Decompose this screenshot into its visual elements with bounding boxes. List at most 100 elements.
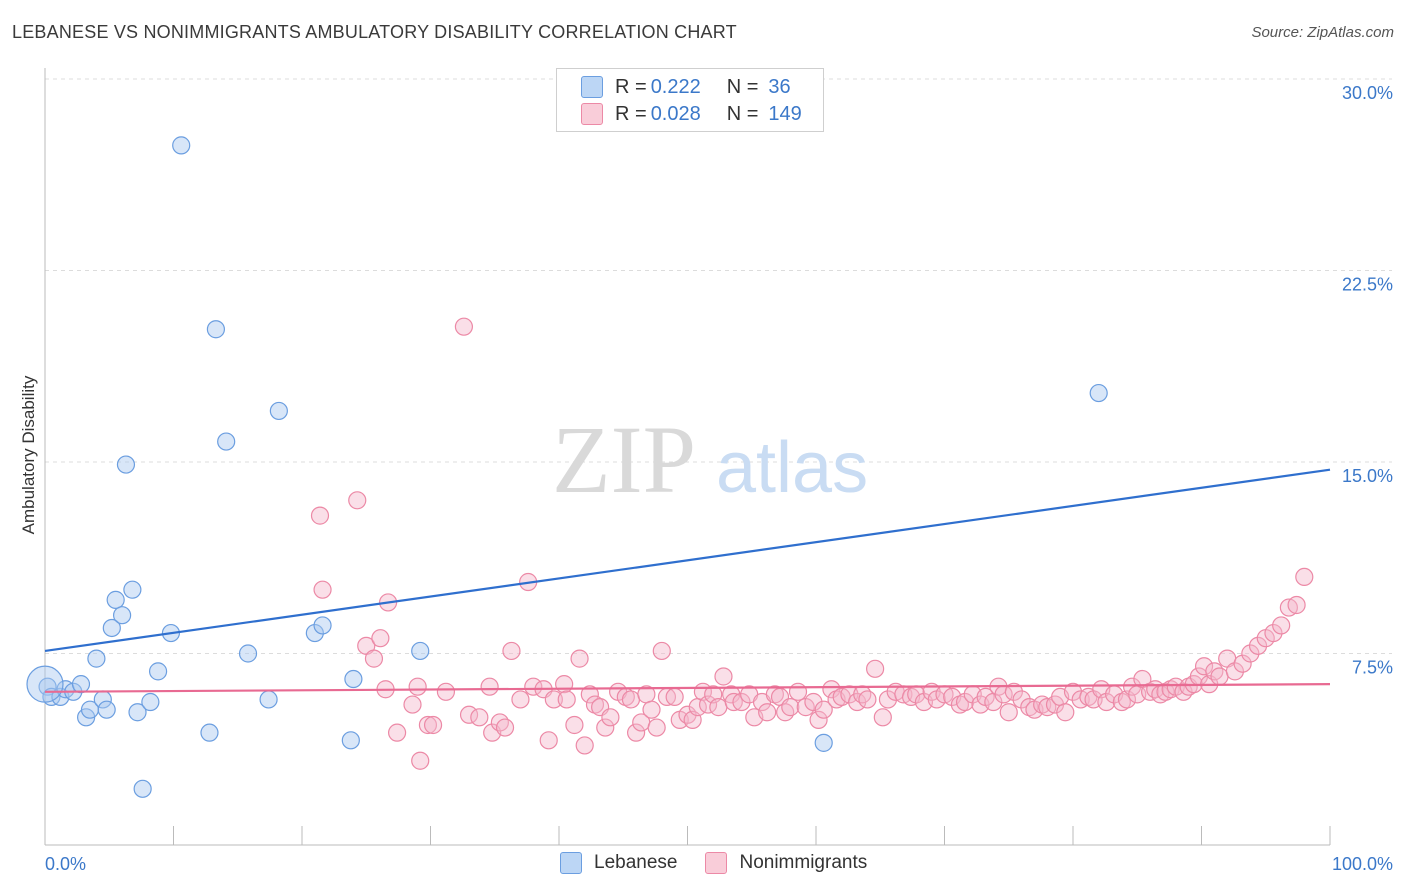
legend-row-lebanese: R = 0.222 N = 36: [581, 75, 791, 99]
legend-swatch-lebanese: [581, 76, 603, 98]
series-label-lebanese: Lebanese: [594, 852, 678, 873]
correlation-legend: R = 0.222 N = 36 R = 0.028 N = 149: [556, 68, 824, 132]
trend-line-lebanese: [44, 468, 1331, 653]
point-lebanese: [106, 590, 125, 609]
source-label: Source: ZipAtlas.com: [1251, 24, 1394, 41]
series-legend-lebanese: Lebanese: [560, 852, 677, 874]
point-nonimmigrants: [714, 667, 733, 686]
point-nonimmigrants: [1194, 657, 1214, 676]
point-lebanese: [269, 401, 288, 421]
point-nonimmigrants: [678, 705, 697, 724]
legend-n-value: 36: [768, 75, 791, 98]
point-nonimmigrants: [1210, 667, 1229, 686]
point-nonimmigrants: [495, 718, 515, 737]
y-tick-label: 7.5%: [1352, 658, 1393, 678]
point-lebanese: [112, 606, 132, 625]
point-nonimmigrants: [665, 687, 684, 707]
point-lebanese: [71, 675, 91, 694]
point-lebanese: [217, 432, 236, 451]
point-nonimmigrants: [348, 491, 367, 510]
point-nonimmigrants: [822, 680, 841, 699]
point-nonimmigrants: [480, 677, 499, 696]
point-lebanese: [116, 455, 136, 474]
point-lebanese: [26, 665, 64, 703]
point-nonimmigrants: [1056, 703, 1075, 722]
point-nonimmigrants: [1272, 616, 1291, 635]
point-nonimmigrants: [840, 685, 859, 704]
point-nonimmigrants: [758, 703, 777, 722]
point-nonimmigrants: [570, 649, 589, 668]
point-lebanese: [128, 703, 147, 722]
point-lebanese: [102, 618, 121, 638]
point-nonimmigrants: [709, 698, 728, 717]
point-lebanese: [141, 692, 160, 712]
point-nonimmigrants: [788, 682, 808, 701]
legend-r-value: 0.028: [650, 102, 701, 125]
point-nonimmigrants: [539, 731, 558, 750]
point-lebanese: [133, 779, 152, 798]
watermark: ZIP atlas: [552, 406, 868, 513]
legend-swatch-nonimmigrants: [581, 103, 603, 125]
point-nonimmigrants: [1004, 682, 1023, 701]
point-nonimmigrants: [724, 692, 743, 712]
point-nonimmigrants: [765, 685, 784, 704]
point-nonimmigrants: [652, 641, 671, 661]
point-nonimmigrants: [490, 713, 509, 732]
x-tick-label: 100.0%: [1332, 854, 1393, 874]
point-lebanese: [97, 700, 116, 719]
point-nonimmigrants: [1205, 662, 1224, 681]
point-lebanese: [1089, 383, 1108, 403]
point-lebanese: [411, 641, 430, 661]
point-lebanese: [172, 136, 191, 155]
point-nonimmigrants: [565, 715, 584, 735]
point-nonimmigrants: [1097, 692, 1116, 712]
y-tick-label: 30.0%: [1342, 83, 1393, 103]
point-nonimmigrants: [408, 677, 427, 696]
point-lebanese: [87, 649, 106, 668]
axes: [44, 68, 1331, 846]
point-nonimmigrants: [1112, 692, 1131, 712]
tick-labels: 7.5% 15.0% 22.5% 30.0% 0.0% 100.0%: [45, 83, 1393, 874]
point-nonimmigrants: [873, 708, 892, 727]
point-nonimmigrants: [313, 580, 332, 599]
point-nonimmigrants: [557, 690, 576, 709]
point-nonimmigrants: [580, 685, 599, 704]
series-swatch-lebanese: [560, 852, 582, 874]
point-nonimmigrants: [626, 723, 646, 742]
point-nonimmigrants: [454, 317, 474, 336]
point-nonimmigrants: [364, 649, 384, 668]
point-lebanese: [206, 320, 226, 339]
legend-r-label: R =: [615, 75, 647, 98]
point-nonimmigrants: [1012, 690, 1031, 709]
point-lebanese: [341, 731, 360, 750]
point-nonimmigrants: [544, 690, 563, 709]
point-nonimmigrants: [411, 751, 430, 770]
point-nonimmigrants: [502, 641, 521, 661]
point-nonimmigrants: [1248, 636, 1268, 655]
point-lebanese: [313, 616, 332, 635]
point-nonimmigrants: [1174, 682, 1193, 701]
x-tick-label: 0.0%: [45, 854, 86, 874]
point-lebanese: [238, 644, 258, 663]
legend-r-value: 0.222: [650, 75, 701, 98]
y-axis-label: Ambulatory Disability: [19, 375, 38, 534]
point-nonimmigrants: [1225, 662, 1245, 681]
point-nonimmigrants: [1241, 644, 1260, 663]
point-nonimmigrants: [804, 692, 823, 712]
grid-lines: [45, 78, 1392, 654]
legend-n-label: N =: [726, 75, 759, 98]
point-nonimmigrants: [310, 506, 330, 525]
point-nonimmigrants: [575, 736, 594, 755]
point-nonimmigrants: [955, 692, 975, 712]
series-swatch-nonimmigrants: [705, 852, 728, 874]
point-lebanese: [123, 580, 142, 599]
trend-lines: [44, 468, 1331, 693]
series-label-nonimmigrants: Nonimmigrants: [739, 852, 868, 873]
point-nonimmigrants: [596, 718, 615, 737]
point-nonimmigrants: [1033, 695, 1052, 714]
point-nonimmigrants: [601, 708, 620, 727]
legend-row-nonimmigrants: R = 0.028 N = 149: [581, 102, 802, 126]
chart-title: LEBANESE VS NONIMMIGRANTS AMBULATORY DIS…: [12, 22, 737, 42]
series-legend: Lebanese Nonimmigrants: [560, 852, 895, 874]
